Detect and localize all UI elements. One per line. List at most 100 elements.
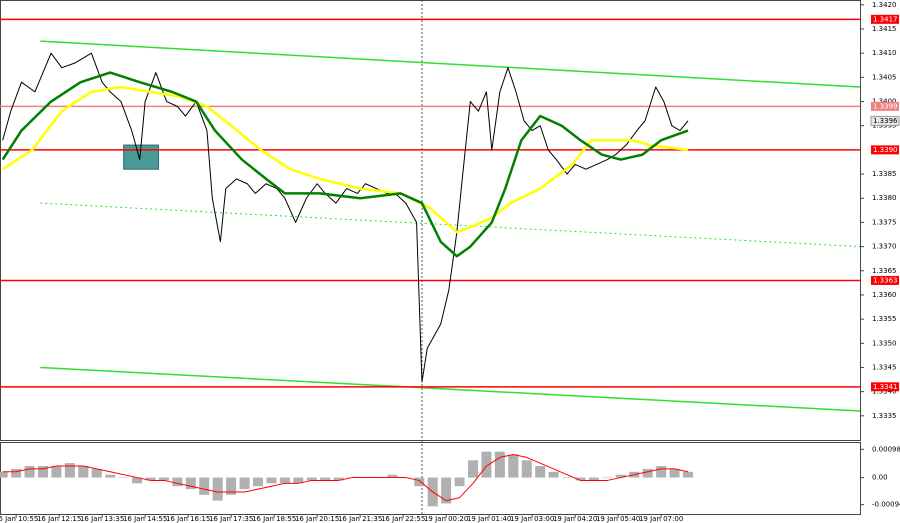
histogram-bar: [158, 477, 169, 481]
x-tick-label: 19 Jan 01:40: [467, 515, 511, 523]
histogram-bar: [508, 454, 519, 478]
x-tick-label: 19 Jan 00:20: [424, 515, 468, 523]
histogram-bar: [414, 477, 425, 487]
histogram-bar: [562, 477, 573, 479]
y-tick-label: 0.00: [872, 474, 888, 482]
histogram-bar: [306, 477, 317, 481]
histogram-bar: [226, 477, 237, 495]
histogram-bar: [656, 466, 667, 478]
histogram-bar: [279, 477, 290, 484]
x-tick-label: 16 Jan 20:15: [295, 515, 339, 523]
histogram-bar: [387, 474, 398, 478]
histogram-bar: [481, 451, 492, 478]
x-tick-label: 16 Jan 16:15: [166, 515, 210, 523]
level-label-box: [871, 382, 899, 392]
histogram-bar: [642, 468, 653, 478]
histogram-bar: [239, 477, 250, 490]
histogram-bar: [91, 468, 102, 478]
x-tick-label: 19 Jan 05:40: [596, 515, 640, 523]
y-tick-label: 1.3380: [872, 194, 897, 202]
histogram-bar: [78, 466, 89, 478]
x-tick-label: 16 Jan 14:55: [123, 515, 167, 523]
main-frame: [0, 0, 861, 441]
x-tick-label: 16 Jan 13:35: [80, 515, 124, 523]
x-tick-label: 16 Jan 17:35: [209, 515, 253, 523]
histogram-bar: [588, 477, 599, 481]
x-tick-label: 16 Jan 21:35: [338, 515, 382, 523]
histogram-bar: [494, 451, 505, 478]
level-label-box: [871, 14, 899, 24]
histogram-bar: [24, 466, 35, 478]
x-tick-label: 16 Jan 18:55: [252, 515, 296, 523]
histogram-bar: [468, 460, 478, 478]
y-tick-label: 1.3410: [872, 49, 897, 57]
histogram-bar: [602, 477, 613, 479]
y-tick-label: -0.00094: [872, 501, 900, 509]
y-tick-label: 1.3405: [872, 73, 897, 81]
y-tick-label: 1.3345: [872, 363, 897, 371]
histogram-bar: [333, 477, 344, 481]
y-tick-label: 1.3360: [872, 291, 897, 299]
histogram-bar: [454, 477, 465, 487]
histogram-bar: [105, 474, 116, 478]
y-tick-label: 1.3335: [872, 412, 897, 420]
level-label: 1.3390: [873, 146, 898, 154]
x-tick-label: 16 Jan 22:55: [381, 515, 425, 523]
series-line: [2, 454, 689, 502]
y-tick-label: 1.3375: [872, 218, 897, 226]
histogram-bar: [441, 477, 452, 504]
histogram-bar: [535, 466, 546, 478]
level-label: 1.3417: [873, 15, 898, 23]
histogram-bar: [521, 460, 532, 478]
histogram-bar: [212, 477, 223, 501]
level-label: 1.3341: [873, 383, 898, 391]
level-label: 1.3399: [873, 102, 898, 110]
histogram-bar: [172, 477, 183, 487]
level-label-box: [871, 101, 899, 111]
histogram-bar: [669, 468, 680, 478]
y-tick-label: 1.3420: [872, 1, 897, 9]
macd-frame: [0, 442, 861, 515]
x-tick-label: 16 Jan 10:55: [0, 515, 38, 523]
histogram-bar: [11, 468, 22, 478]
histogram-bar: [293, 477, 304, 484]
y-tick-label: 1.3355: [872, 315, 897, 323]
y-tick-label: 0.00098: [872, 445, 900, 453]
y-tick-label: 1.3340: [872, 388, 897, 396]
histogram-bar: [185, 477, 196, 490]
histogram-bar: [253, 477, 263, 487]
current-price-box: [870, 115, 900, 126]
y-tick-label: 1.3400: [872, 98, 897, 106]
histogram-bar: [548, 471, 559, 478]
y-tick-label: 1.3365: [872, 267, 897, 275]
x-tick-label: 19 Jan 07:00: [639, 515, 683, 523]
series-line: [1, 71, 689, 258]
histogram-bar: [683, 471, 693, 478]
trend-line: [40, 366, 861, 412]
histogram-bar: [64, 463, 75, 478]
y-tick-label: 1.3415: [872, 25, 897, 33]
x-tick-label: 19 Jan 03:00: [510, 515, 554, 523]
histogram-bar: [266, 477, 277, 484]
histogram-bar: [118, 477, 129, 479]
x-tick-label: 19 Jan 04:20: [553, 515, 597, 523]
histogram-bar: [51, 466, 62, 478]
level-label-box: [871, 145, 899, 155]
histogram-bar: [615, 474, 626, 478]
level-label: 1.3363: [873, 276, 898, 284]
histogram-bar: [145, 477, 156, 481]
histogram-bar: [575, 477, 586, 481]
histogram-bar: [132, 477, 143, 484]
histogram-bar: [199, 477, 210, 495]
trend-line: [40, 40, 861, 88]
histogram-bar: [0, 471, 8, 478]
level-label-box: [871, 275, 899, 285]
x-tick-label: 16 Jan 12:15: [37, 515, 81, 523]
current-price-label: 1.3396: [873, 117, 898, 125]
histogram-bar: [38, 466, 48, 478]
y-tick-label: 1.3385: [872, 170, 897, 178]
series-line: [2, 52, 689, 383]
y-tick-label: 1.3370: [872, 243, 897, 251]
